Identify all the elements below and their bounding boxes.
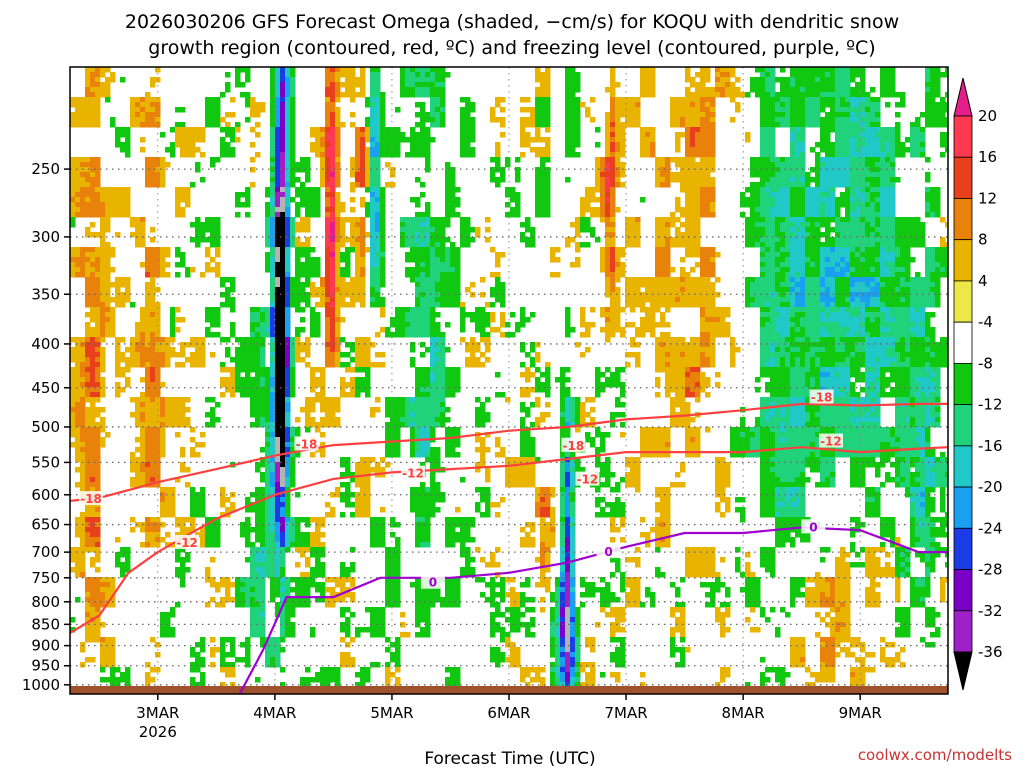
y-tick-label-750: 750 xyxy=(31,569,60,587)
y-axis: 250 300 350 400 450 500 550 600 650 700 750 800 850 9… xyxy=(22,160,70,694)
colorbar-tick-label: -28 xyxy=(978,561,1003,579)
x-axis: 3MAR 4MAR 5MAR 6MAR 7MAR 8MAR 9MAR xyxy=(136,694,882,722)
chart-title-line2: growth region (contoured, red, ºC) and f… xyxy=(148,37,875,59)
colorbar-box xyxy=(953,239,973,282)
y-tick-label-250: 250 xyxy=(31,160,60,178)
colorbar-box xyxy=(953,115,973,158)
y-tick-label-400: 400 xyxy=(31,335,60,353)
colorbar-tick-label: 12 xyxy=(978,189,997,207)
x-tick-label-4MAR: 4MAR xyxy=(253,704,296,722)
y-tick-label-850: 850 xyxy=(31,615,60,633)
y-tick-label-1000: 1000 xyxy=(22,676,60,694)
colorbar: 20 16 12 8 4 -4 -8 -12 -16 -20 -24 -28 -32 -36 xyxy=(953,77,1003,691)
contour-label--18C: -18 xyxy=(563,439,585,453)
colorbar-box xyxy=(953,404,973,447)
y-tick-label-550: 550 xyxy=(31,453,60,471)
colorbar-tick-label: -4 xyxy=(978,313,993,331)
colorbar-tick-label: 8 xyxy=(978,231,988,249)
contour--18C xyxy=(70,402,948,502)
colorbar-box xyxy=(953,527,973,570)
contour-label-bg xyxy=(175,534,200,549)
y-tick-label-650: 650 xyxy=(31,516,60,534)
y-tick-label-700: 700 xyxy=(31,543,60,561)
y-tick-label-900: 900 xyxy=(31,637,60,655)
y-tick-label-600: 600 xyxy=(31,486,60,504)
contour-label-bg xyxy=(596,544,621,559)
x-tick-label-6MAR: 6MAR xyxy=(487,704,530,722)
colorbar-box xyxy=(953,486,973,529)
colorbar-box xyxy=(953,321,973,364)
contour-label-bg xyxy=(818,433,843,448)
contour-label--12C: -12 xyxy=(577,473,599,487)
y-tick-label-350: 350 xyxy=(31,285,60,303)
contour-label--18C: -18 xyxy=(811,391,833,405)
contour-label-0C: 0 xyxy=(429,576,437,590)
colorbar-box xyxy=(953,198,973,241)
contour--12C xyxy=(70,446,948,634)
y-tick-label-500: 500 xyxy=(31,418,60,436)
contour-label-bg xyxy=(561,437,586,452)
x-axis-title: Forecast Time (UTC) xyxy=(424,749,595,768)
contour-label-0C: 0 xyxy=(809,520,817,534)
contour-0C xyxy=(238,526,948,694)
chart-title-line1: 2026030206 GFS Forecast Omega (shaded, −… xyxy=(125,11,899,33)
grid-lines xyxy=(70,67,948,694)
colorbar-tick-label: 16 xyxy=(978,148,997,166)
colorbar-tick-label: -16 xyxy=(978,437,1003,455)
colorbar-box xyxy=(953,156,973,199)
colorbar-tick-label: -12 xyxy=(978,396,1003,414)
x-tick-label-9MAR: 9MAR xyxy=(839,704,882,722)
y-tick-label-300: 300 xyxy=(31,228,60,246)
x-tick-label-3MAR: 3MAR xyxy=(136,704,179,722)
contour-label-bg xyxy=(401,465,426,480)
contour-label-bg xyxy=(79,491,104,506)
contour-label-bg xyxy=(801,519,826,534)
y-tick-label-450: 450 xyxy=(31,379,60,397)
temperature-contours: -18 -18 -18 -18 -12 -12 -12 -12 0 0 0 xyxy=(70,389,948,694)
contour-label-bg xyxy=(420,574,445,589)
colorbar-bottom-arrow xyxy=(953,651,973,691)
colorbar-box xyxy=(953,362,973,406)
plot-area: -18 -18 -18 -18 -12 -12 -12 -12 0 0 0 xyxy=(70,67,948,694)
contour-label--12C: -12 xyxy=(820,435,842,449)
colorbar-tick-label: -20 xyxy=(978,478,1003,496)
colorbar-box xyxy=(953,569,973,612)
credit-label: coolwx.com/modelts xyxy=(858,746,1012,764)
colorbar-box xyxy=(953,445,973,488)
colorbar-box xyxy=(953,280,973,323)
contour-label-bg xyxy=(809,389,834,404)
x-tick-label-5MAR: 5MAR xyxy=(370,704,413,722)
x-tick-label-7MAR: 7MAR xyxy=(604,704,647,722)
colorbar-top-arrow xyxy=(953,77,973,117)
omega-shading xyxy=(70,67,948,694)
colorbar-tick-label: 4 xyxy=(978,272,988,290)
colorbar-tick-label: 20 xyxy=(978,107,997,125)
ground-surface xyxy=(70,686,948,694)
colorbar-tick-label: -8 xyxy=(978,354,993,372)
contour-label--18C: -18 xyxy=(80,492,102,506)
y-tick-label-800: 800 xyxy=(31,593,60,611)
x-axis-year-label: 2026 xyxy=(139,723,177,741)
contour-label--12C: -12 xyxy=(402,467,424,481)
contour-label-bg xyxy=(575,471,600,486)
colorbar-box xyxy=(953,610,973,653)
colorbar-tick-label: -24 xyxy=(978,519,1003,537)
contour-label-0C: 0 xyxy=(604,545,612,559)
colorbar-tick-label: -32 xyxy=(978,602,1003,620)
contour-label--12C: -12 xyxy=(176,536,198,550)
contour-label-bg xyxy=(294,436,319,451)
contour-label--18C: -18 xyxy=(296,437,318,451)
y-tick-label-950: 950 xyxy=(31,657,60,675)
x-tick-label-8MAR: 8MAR xyxy=(722,704,765,722)
colorbar-tick-label: -36 xyxy=(978,643,1003,661)
